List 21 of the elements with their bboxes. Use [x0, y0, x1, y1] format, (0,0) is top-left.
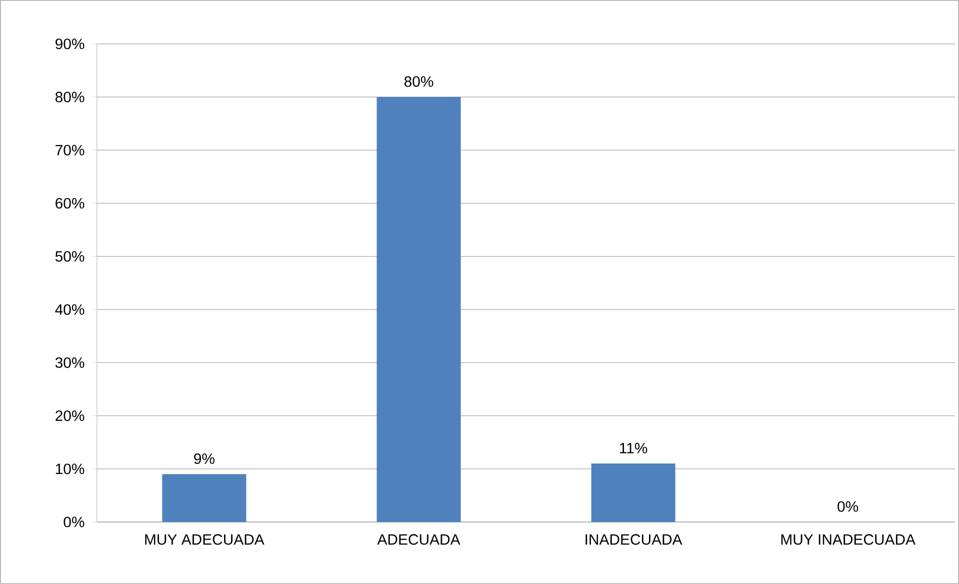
- y-tick-label: 0%: [64, 516, 84, 528]
- bar: [591, 464, 676, 522]
- data-label: 0%: [838, 501, 858, 512]
- x-tick-label: ADECUADA: [377, 534, 460, 545]
- y-tick-label: 60%: [56, 198, 84, 209]
- y-tick-label: 20%: [56, 410, 84, 422]
- x-tick-label: MUY ADECUADA: [145, 534, 264, 545]
- data-label: 80%: [404, 76, 434, 87]
- bar: [162, 474, 246, 522]
- x-tick-label: INADECUADA: [586, 534, 682, 545]
- y-tick-label: 80%: [55, 92, 84, 102]
- data-label: 9%: [194, 453, 214, 464]
- y-tick-label: 40%: [55, 304, 84, 315]
- y-tick-label: 70%: [56, 144, 84, 156]
- y-tick-label: 30%: [55, 357, 84, 368]
- x-tick-label: MUY INADECUADA: [781, 534, 916, 545]
- y-tick-label: 90%: [56, 38, 84, 50]
- y-tick-label: 50%: [55, 251, 84, 262]
- data-label: 11%: [620, 442, 648, 454]
- y-tick-label: 10%: [56, 464, 84, 474]
- bar: [376, 97, 461, 522]
